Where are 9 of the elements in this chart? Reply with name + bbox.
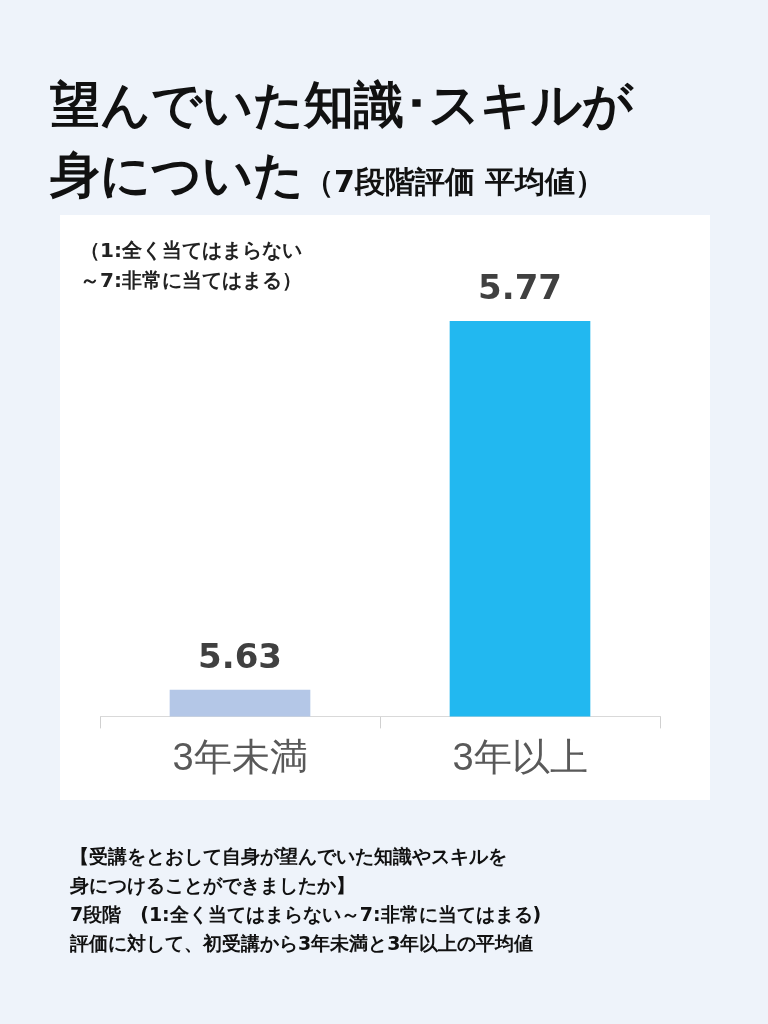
annotation: 7段階 (1:全く当てはまらない～7:非常に当てはまる) (70, 902, 542, 927)
x-tick-label: 3年未満 (172, 735, 308, 778)
data-label: 5.77 (478, 267, 562, 308)
text: （1:全く当てはまらない～7:非常に当てはまる） (80, 237, 303, 294)
chart-subtitle: （7段階評価 平均値） (304, 164, 606, 199)
annotation: 評価に対して、初受講から3年未満と3年以上の平均値 (70, 931, 535, 956)
x-tick-label: 3年以上 (452, 735, 588, 778)
annotation: 【受講をとおして自身が望んでいた知識やスキルを身につけることができましたか】 (70, 844, 508, 898)
data-label: 5.63 (198, 635, 282, 676)
